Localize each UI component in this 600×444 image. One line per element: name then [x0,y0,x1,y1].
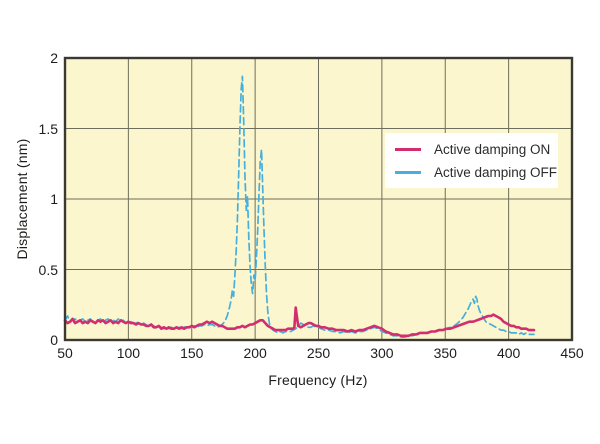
y-tick-label: 1.5 [38,120,58,137]
legend: Active damping ON Active damping OFF [385,133,558,188]
legend-swatch-damping-on [395,147,421,151]
x-tick-label: 50 [57,345,73,361]
x-tick-label: 150 [180,345,204,361]
series-line-damping-off [64,75,535,339]
legend-label-damping-on: Active damping ON [434,141,551,157]
y-tick-label: 1 [50,191,58,207]
y-tick-label: 0.5 [38,261,58,278]
x-tick-label: 100 [116,345,141,361]
x-tick-label: 250 [306,345,331,361]
legend-item-damping-off: Active damping OFF [385,163,558,181]
x-tick-label: 400 [496,345,521,361]
legend-item-damping-on: Active damping ON [385,140,558,158]
y-tick-label: 0 [50,332,58,348]
x-axis-title: Frequency (Hz) [268,372,368,388]
plot-border [63,56,574,342]
x-tick-label: 200 [243,345,267,361]
x-tick-label: 300 [370,345,394,361]
y-tick-label: 2 [50,50,58,66]
legend-label-damping-off: Active damping OFF [434,164,558,180]
legend-swatch-damping-off [395,170,421,174]
series-line-damping-on [63,306,536,338]
x-tick-label: 350 [433,345,457,361]
x-tick-label: 450 [560,345,584,361]
